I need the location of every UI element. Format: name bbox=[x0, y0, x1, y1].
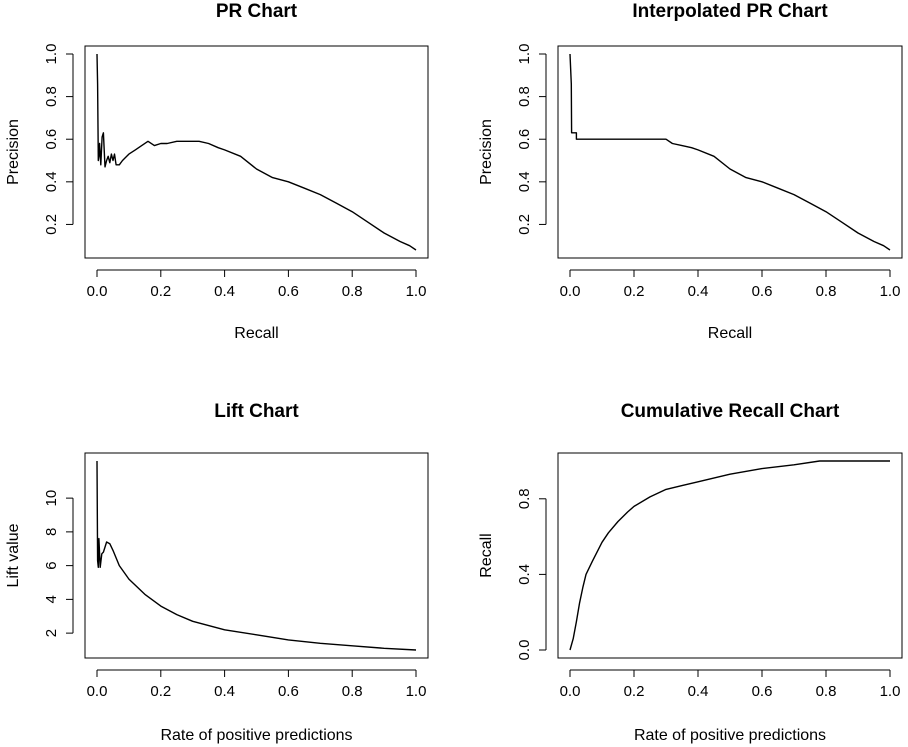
cumrecall-x-tick-label: 0.0 bbox=[560, 683, 581, 700]
lift-x-tick-label: 0.6 bbox=[278, 683, 299, 700]
cumrecall-x-tick-label: 0.4 bbox=[688, 683, 709, 700]
cumrecall-title: Cumulative Recall Chart bbox=[621, 401, 840, 422]
lift-x-axis-label: Rate of positive predictions bbox=[160, 727, 352, 744]
ipr-plot-frame bbox=[557, 45, 903, 259]
pr-x-tick-label: 0.8 bbox=[342, 283, 363, 300]
lift-x-tick-label: 0.4 bbox=[214, 683, 235, 700]
lift-panel: Lift Chart 0.0 0.2 0.4 0.6 0.8 1.0 2 4 6 8 10 Rate o… bbox=[5, 401, 429, 744]
cumrecall-x-tick-label: 0.6 bbox=[752, 683, 773, 700]
lift-y-tick-label: 10 bbox=[43, 490, 60, 507]
pr-y-tick-label: 0.2 bbox=[43, 214, 60, 235]
lift-y-tick-label: 8 bbox=[43, 528, 60, 536]
cumrecall-panel: Cumulative Recall Chart 0.0 0.2 0.4 0.6 0.8 1.… bbox=[478, 401, 903, 744]
pr-x-tick-label: 1.0 bbox=[406, 283, 427, 300]
lift-plot-frame bbox=[84, 452, 429, 659]
ipr-x-tick-label: 0.8 bbox=[816, 283, 837, 300]
lift-y-axis-label: Lift value bbox=[5, 523, 22, 587]
ipr-x-tick-label: 0.2 bbox=[624, 283, 645, 300]
ipr-panel: Interpolated PR Chart 0.0 0.2 0.4 0.6 0.8 1.0 0… bbox=[478, 1, 903, 342]
pr-x-axis-label: Recall bbox=[234, 325, 278, 342]
pr-x-tick-label: 0.6 bbox=[278, 283, 299, 300]
cumrecall-x-tick-label: 0.2 bbox=[624, 683, 645, 700]
ipr-y-axis-label: Precision bbox=[478, 119, 495, 185]
pr-y-tick-label: 0.4 bbox=[43, 171, 60, 192]
cumrecall-plot-frame bbox=[557, 452, 903, 659]
lift-y-tick-label: 6 bbox=[43, 561, 60, 569]
lift-y-tick-label: 4 bbox=[43, 595, 60, 603]
pr-y-tick-label: 0.6 bbox=[43, 129, 60, 150]
cumrecall-y-axis-label: Recall bbox=[478, 533, 495, 577]
cumrecall-series-line bbox=[569, 460, 890, 651]
pr-series-line bbox=[96, 53, 417, 251]
lift-series-line bbox=[96, 460, 417, 651]
cumrecall-y-tick-label: 0.0 bbox=[516, 640, 533, 661]
pr-y-tick-label: 1.0 bbox=[43, 44, 60, 65]
pr-title: PR Chart bbox=[216, 1, 298, 22]
ipr-series-line bbox=[569, 53, 891, 251]
pr-plot-frame bbox=[84, 45, 429, 259]
pr-y-tick-label: 0.8 bbox=[43, 86, 60, 107]
cumrecall-x-tick-label: 0.8 bbox=[816, 683, 837, 700]
lift-title: Lift Chart bbox=[214, 401, 299, 422]
ipr-y-tick-label: 0.2 bbox=[516, 214, 533, 235]
lift-x-tick-label: 0.0 bbox=[87, 683, 108, 700]
cumrecall-x-axis-label: Rate of positive predictions bbox=[634, 727, 826, 744]
ipr-y-tick-label: 0.8 bbox=[516, 86, 533, 107]
ipr-x-tick-label: 0.4 bbox=[688, 283, 709, 300]
lift-x-tick-label: 0.8 bbox=[342, 683, 363, 700]
lift-x-tick-label: 0.2 bbox=[150, 683, 171, 700]
lift-y-tick-label: 2 bbox=[43, 629, 60, 637]
ipr-x-tick-label: 0.6 bbox=[752, 283, 773, 300]
ipr-y-tick-label: 0.4 bbox=[516, 171, 533, 192]
ipr-y-tick-label: 1.0 bbox=[516, 44, 533, 65]
lift-x-tick-label: 1.0 bbox=[406, 683, 427, 700]
cumrecall-y-tick-label: 0.8 bbox=[516, 488, 533, 509]
ipr-x-axis-label: Recall bbox=[708, 325, 752, 342]
pr-x-tick-label: 0.2 bbox=[150, 283, 171, 300]
pr-x-tick-label: 0.4 bbox=[214, 283, 235, 300]
ipr-y-tick-label: 0.6 bbox=[516, 129, 533, 150]
ipr-x-tick-label: 1.0 bbox=[880, 283, 901, 300]
cumrecall-y-tick-label: 0.4 bbox=[516, 564, 533, 585]
ipr-x-tick-label: 0.0 bbox=[560, 283, 581, 300]
cumrecall-x-tick-label: 1.0 bbox=[880, 683, 901, 700]
pr-x-tick-label: 0.0 bbox=[87, 283, 108, 300]
pr-panel: PR Chart 0.0 0.2 0.4 0.6 0.8 1.0 0.2 0.4 0.6 0.8 1.… bbox=[5, 1, 429, 342]
ipr-title: Interpolated PR Chart bbox=[632, 1, 828, 22]
pr-y-axis-label: Precision bbox=[5, 119, 22, 185]
